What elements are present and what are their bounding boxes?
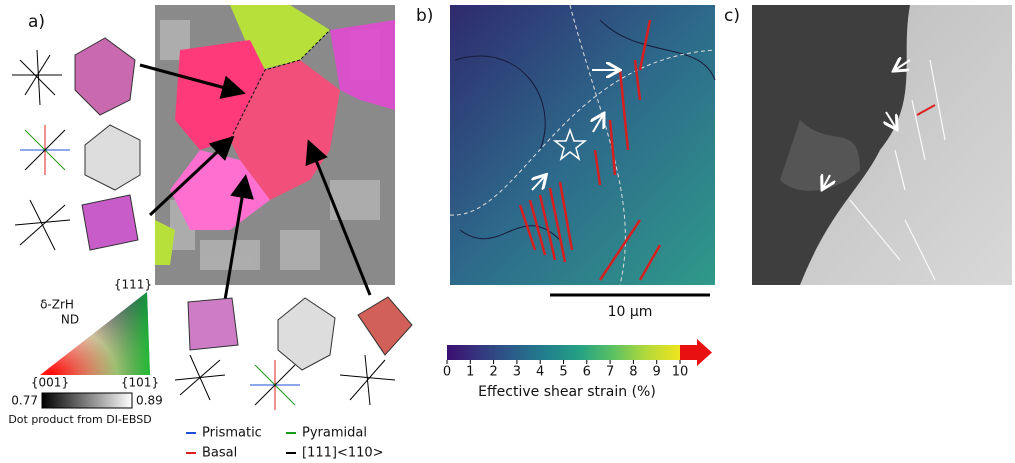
sem-image [752,5,1012,285]
legend-label: Prismatic [202,426,262,441]
scale-bar-label: 10 μm [608,304,653,320]
panel-label: c) [724,6,740,26]
panel-label: b) [416,6,433,26]
colorbar-tick-label: 6 [583,365,591,380]
gray-scale-bar [42,393,132,408]
colorbar-tick-label: 3 [513,365,521,380]
gray-max: 0.89 [136,394,163,408]
colorbar-title: Effective shear strain (%) [478,384,656,400]
colorbar-extension [680,339,712,366]
colorbar-tick-label: 10 [672,365,689,380]
panel-label: a) [28,12,45,32]
colorbar-tick-label: 2 [489,365,497,380]
legend-label: [111]<110> [302,446,384,461]
colorbar [447,345,680,360]
ebsd-map [140,5,395,300]
colorbar-tick-label: 8 [629,365,637,380]
colorbar-tick-label: 5 [559,365,567,380]
legend-label: Basal [202,446,237,461]
direction-label: ND [61,313,79,327]
ipf-corner: {101} [121,376,159,390]
phase-label: δ-ZrH [40,298,74,312]
colorbar-tick-label: 9 [653,365,661,380]
strain-map [450,5,715,285]
gray-min: 0.77 [11,394,38,408]
colorbar-tick-label: 7 [606,365,614,380]
colorbar-tick-label: 0 [443,365,451,380]
ipf-corner: {001} [31,376,69,390]
gray-title: Dot product from DI-EBSD [8,413,151,426]
ipf-corner: {111} [114,278,152,292]
colorbar-tick-label: 1 [466,365,474,380]
legend-label: Pyramidal [302,426,367,441]
colorbar-tick-label: 4 [536,365,544,380]
figure: a) b) c) δ-ZrH ND {111} {001} {101} 0.77… [0,0,1015,463]
